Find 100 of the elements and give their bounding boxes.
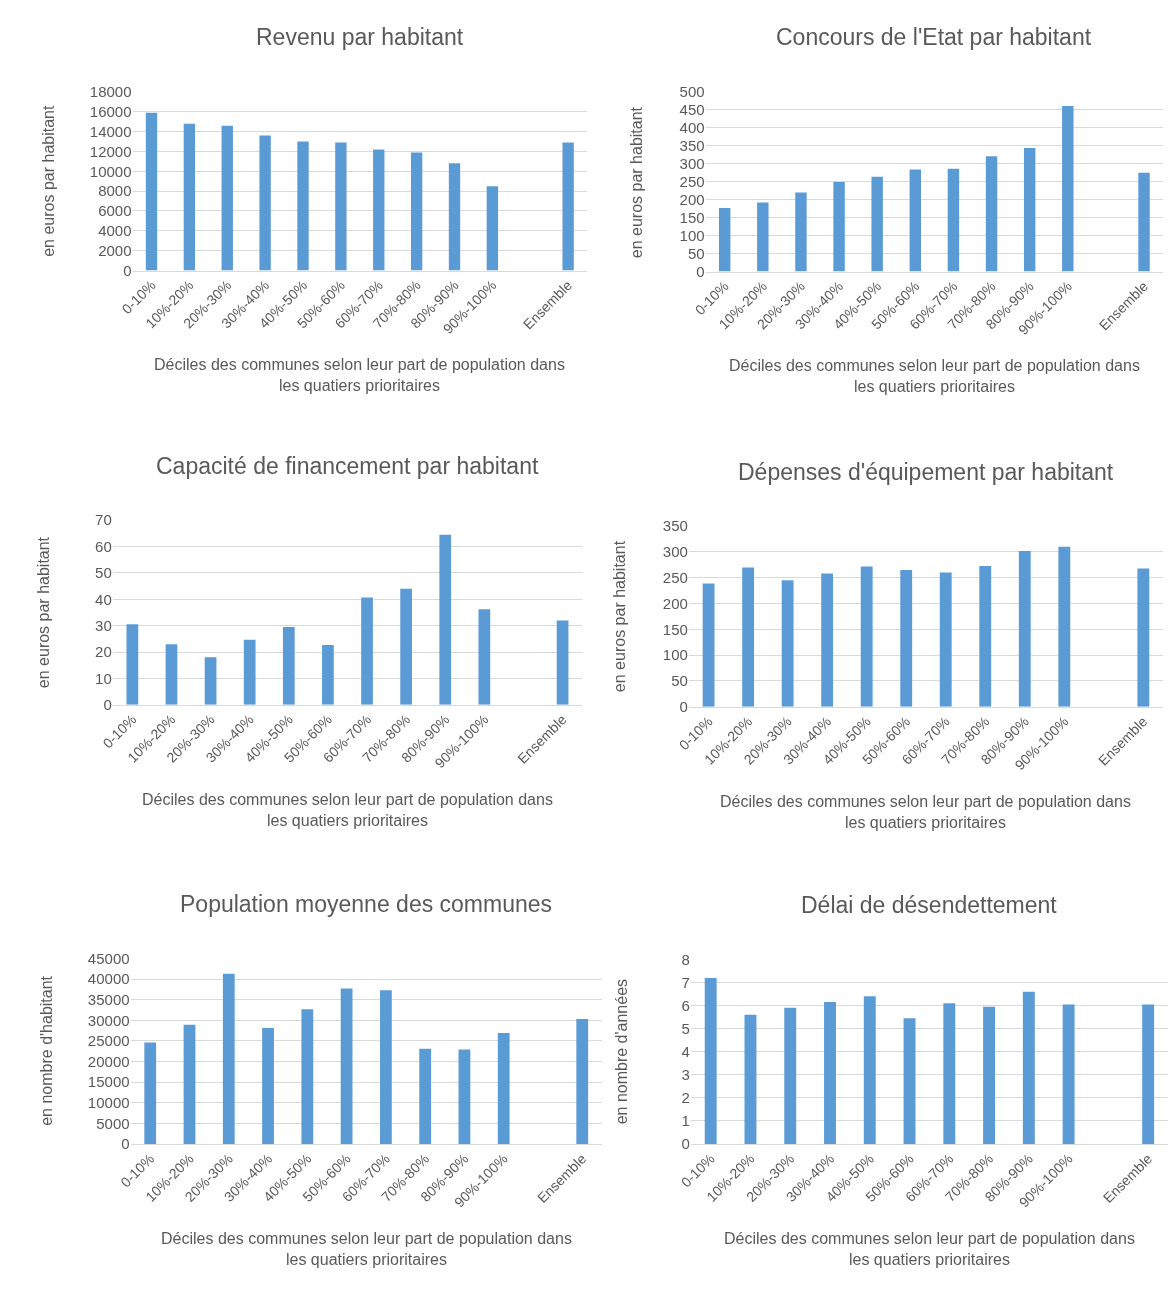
bar xyxy=(145,112,158,271)
y-tick-label: 16000 xyxy=(89,103,132,120)
bar xyxy=(1058,546,1071,707)
bar xyxy=(282,627,295,705)
bar xyxy=(1062,105,1074,272)
x-axis-title: Déciles des communes selon leur part de population dans les quatiers prioritaires xyxy=(161,1230,572,1268)
bar xyxy=(340,988,353,1144)
bar xyxy=(379,990,392,1144)
y-tick-label: 1 xyxy=(681,1112,690,1130)
y-tick-label: 4 xyxy=(681,1042,690,1060)
bar xyxy=(742,567,755,707)
bar xyxy=(222,973,235,1144)
y-tick-label: 18000 xyxy=(89,83,132,101)
y-tick-label: 0 xyxy=(696,262,705,280)
bar xyxy=(1023,147,1036,272)
chart-title: Délai de désendettement xyxy=(801,892,1058,918)
y-tick-label: 400 xyxy=(679,119,705,137)
y-axis-title: en nombre d'années xyxy=(612,978,630,1125)
y-tick-label: 0 xyxy=(681,1135,690,1153)
y-tick-label: 15000 xyxy=(87,1073,130,1091)
y-tick-label: 5000 xyxy=(96,1114,130,1132)
y-tick-label: 150 xyxy=(662,620,688,638)
bar xyxy=(983,1006,996,1144)
bar xyxy=(900,570,913,707)
y-axis-title: en euros par habitant xyxy=(35,536,53,689)
bar xyxy=(860,566,873,707)
y-tick-label: 500 xyxy=(679,83,705,101)
y-tick-label: 50 xyxy=(671,672,688,690)
bar xyxy=(833,182,845,272)
bar xyxy=(183,1024,196,1144)
bar xyxy=(373,149,385,271)
bar xyxy=(718,207,731,272)
y-tick-label: 200 xyxy=(662,594,688,612)
y-tick-label: 40000 xyxy=(87,970,130,988)
y-tick-label: 250 xyxy=(679,172,705,190)
bar xyxy=(361,597,373,705)
bar xyxy=(204,657,217,705)
y-tick-label: 14000 xyxy=(89,122,132,140)
bar xyxy=(1018,550,1031,707)
y-tick-label: 40 xyxy=(95,590,112,608)
bar xyxy=(1062,1004,1075,1144)
y-tick-label: 350 xyxy=(679,137,705,155)
bar xyxy=(821,573,834,707)
bar xyxy=(165,644,178,705)
y-tick-label: 8 xyxy=(681,950,690,968)
bar xyxy=(863,996,876,1144)
x-axis-title: Déciles des communes selon leur part de population dans les quatiers prioritaires xyxy=(729,357,1140,395)
bar xyxy=(704,977,717,1144)
chart-title: Dépenses d'équipement par habitant xyxy=(738,459,1114,485)
bar xyxy=(335,142,347,271)
y-tick-label: 250 xyxy=(662,569,688,586)
bar xyxy=(979,565,992,707)
y-tick-label: 7 xyxy=(681,973,690,991)
bar xyxy=(497,1033,510,1144)
bar xyxy=(562,142,574,271)
chart-title: Concours de l'Etat par habitant xyxy=(776,24,1092,50)
y-tick-label: 50 xyxy=(95,564,112,582)
y-tick-label: 6000 xyxy=(98,202,132,220)
bar xyxy=(757,202,769,272)
x-axis-title: Déciles des communes selon leur part de population dans les quatiers prioritaires xyxy=(724,1230,1135,1268)
chart-title: Capacité de financement par habitant xyxy=(156,453,539,479)
bar xyxy=(871,176,883,272)
y-tick-label: 150 xyxy=(679,208,705,226)
bar xyxy=(419,1048,432,1144)
bar xyxy=(943,1003,956,1144)
y-tick-label: 100 xyxy=(679,226,705,244)
bar xyxy=(1142,1004,1155,1144)
bar xyxy=(478,609,491,705)
bar xyxy=(576,1019,589,1144)
y-tick-label: 6 xyxy=(681,996,690,1014)
bar xyxy=(410,152,423,271)
x-axis-title: Déciles des communes selon leur part de population dans les quatiers prioritaires xyxy=(154,356,565,394)
y-tick-label: 25000 xyxy=(87,1032,130,1050)
y-tick-label: 10000 xyxy=(89,162,132,180)
y-tick-label: 300 xyxy=(662,543,688,561)
y-tick-label: 10000 xyxy=(87,1093,130,1111)
y-tick-label: 20 xyxy=(95,643,112,661)
y-tick-label: 5 xyxy=(681,1019,690,1037)
y-tick-label: 3 xyxy=(681,1066,690,1084)
bar xyxy=(448,163,461,271)
bar xyxy=(784,1007,797,1144)
y-tick-label: 0 xyxy=(103,696,112,714)
bar xyxy=(486,186,499,271)
chart-title: Population moyenne des communes xyxy=(180,891,553,917)
y-tick-label: 350 xyxy=(662,517,688,535)
y-tick-label: 12000 xyxy=(89,142,132,160)
y-tick-label: 300 xyxy=(679,155,705,172)
bar xyxy=(221,125,233,271)
bar xyxy=(1022,991,1035,1144)
bar xyxy=(781,580,794,707)
bar xyxy=(795,192,807,272)
bar xyxy=(183,123,196,271)
y-axis-title: en euros par habitant xyxy=(627,106,645,259)
bar xyxy=(1137,568,1150,707)
y-tick-label: 100 xyxy=(662,646,688,664)
y-axis-title: en euros par habitant xyxy=(611,540,629,693)
y-tick-label: 2 xyxy=(681,1089,690,1107)
bar xyxy=(322,644,334,705)
y-tick-label: 0 xyxy=(121,1135,130,1153)
bar xyxy=(985,156,998,272)
